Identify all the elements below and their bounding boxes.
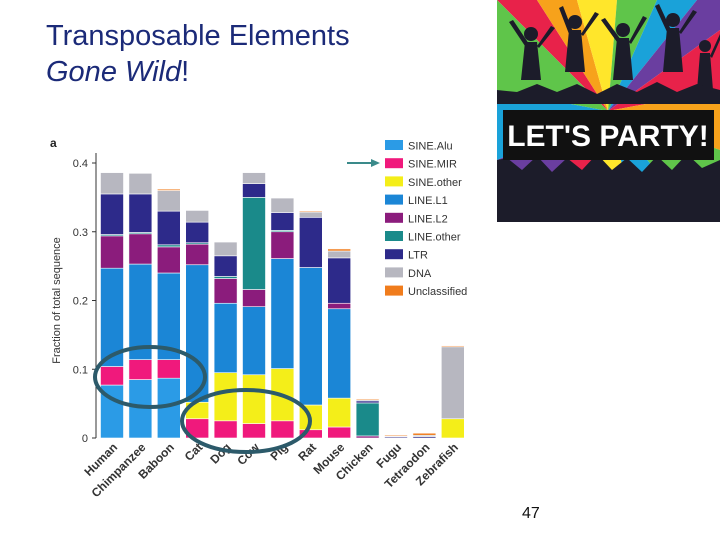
bar-segment-line-other: [213, 276, 238, 279]
panel-label: a: [50, 136, 57, 150]
bar-segment-unclassified: [157, 188, 181, 191]
legend-label: LINE.other: [408, 232, 461, 244]
bar-segment-line-l2: [128, 233, 153, 265]
dancer-silhouettes: [497, 4, 720, 222]
bar-segment-unclassified: [440, 345, 465, 348]
legend-swatch: [385, 249, 403, 260]
slide-title: Transposable Elements Gone Wild!: [46, 18, 350, 90]
bar-segment-line-l2: [355, 435, 380, 439]
arrow-head-icon: [371, 159, 380, 167]
bar-segment-sine-other: [242, 374, 266, 424]
bar-segment-sine-other: [213, 372, 238, 422]
bar-segment-line-l2: [213, 278, 238, 304]
bar-segment-dna: [185, 210, 209, 223]
legend-swatch: [385, 176, 403, 187]
bar-segment-sine-mir: [270, 420, 295, 439]
bar-segment-ltr: [327, 257, 352, 304]
bar-segment-sine-other: [327, 397, 352, 428]
bar-segment-line-l1: [213, 302, 238, 373]
legend-swatch: [385, 285, 403, 296]
bar-segment-sine-mir: [157, 359, 181, 379]
legend-label: LINE.L1: [408, 195, 448, 207]
banner-text: LET'S PARTY!: [507, 120, 709, 153]
bar-segment-dna: [128, 173, 153, 195]
bar-segment-line-other: [242, 197, 266, 290]
y-tick-label: 0: [82, 433, 88, 445]
bar-segment-line-other: [355, 402, 380, 437]
bar-segment-line-l1: [270, 258, 295, 369]
legend-swatch: [385, 194, 403, 205]
legend-label: SINE.MIR: [408, 159, 457, 171]
bar-segment-line-l1: [298, 267, 323, 406]
bar-segment-line-l1: [327, 308, 352, 399]
bar-segment-sine-mir: [100, 366, 124, 386]
slide-title-line2: Gone Wild!: [46, 54, 350, 90]
y-tick-label: 0.3: [73, 227, 88, 239]
bar-segment-sine-other: [440, 418, 465, 439]
bar-segment-ltr: [128, 193, 153, 233]
bar-segment-dna: [100, 172, 124, 195]
bar-segment-unclassified: [327, 248, 352, 252]
legend-swatch: [385, 231, 403, 241]
bar-segment-dna: [298, 211, 323, 218]
bar-segment-sine-mir: [213, 420, 238, 439]
legend-swatch: [385, 140, 403, 150]
bar-segment-ltr: [213, 255, 238, 277]
bar-segment-dna: [242, 172, 266, 184]
x-tick-label: Rat: [295, 440, 319, 464]
bar-segment-line-l1: [242, 306, 266, 376]
bar-segment-line-l2: [327, 302, 352, 310]
bar-segment-sine-mir: [242, 423, 266, 439]
bar-segment-dna: [157, 190, 181, 212]
bar-segment-ltr: [185, 221, 209, 244]
legend-label: DNA: [408, 268, 432, 280]
bar-segment-line-l2: [185, 243, 209, 266]
bar-segment-ltr: [242, 183, 266, 198]
slide-title-suffix: !: [181, 56, 190, 88]
bar-segment-dna: [213, 241, 238, 257]
x-tick-label: Dog: [207, 440, 233, 466]
party-image: LET'S PARTY!: [497, 0, 720, 222]
bar-segment-unclassified: [384, 434, 408, 437]
legend-label: LINE.L2: [408, 213, 448, 225]
bar-segment-line-l2: [100, 235, 124, 269]
bar-segment-dna: [440, 346, 465, 420]
bar-segment-line-l2: [242, 289, 266, 307]
stacked-bar-chart: a 0 0.1 0.2 0.3 0.4 Fraction of total sequence…: [50, 136, 467, 500]
y-axis-label: Fraction of total sequence: [51, 237, 63, 364]
party-illustration: LET'S PARTY!: [497, 0, 720, 222]
bar-segment-unclassified: [412, 432, 437, 436]
y-tick-label: 0.4: [73, 158, 88, 170]
y-tick-label: 0.2: [73, 296, 88, 308]
page-number: 47: [522, 505, 540, 522]
bar-segment-ltr: [355, 400, 380, 404]
bar-segment-dna: [270, 197, 295, 213]
slide-title-italic: Gone Wild: [46, 56, 182, 88]
bar-segment-unclassified: [355, 398, 380, 401]
legend-swatch: [385, 267, 403, 278]
y-tick-label: 0.1: [73, 364, 88, 376]
bar-segment-line-other: [157, 244, 181, 248]
bar-segment-unclassified: [298, 210, 323, 213]
highlight-circle-mammals: [180, 388, 312, 454]
banner-background: [503, 110, 714, 160]
legend-label: SINE.Alu: [408, 141, 453, 153]
legend-swatch: [385, 212, 403, 223]
bar-segment-line-l2: [270, 231, 295, 259]
legend-label: LTR: [408, 250, 428, 262]
bar-segment-line-l2: [157, 246, 181, 274]
bar-segment-sine-mir: [128, 359, 153, 380]
slide-title-line1: Transposable Elements: [46, 20, 350, 52]
bar-segment-sine-mir: [327, 426, 352, 439]
legend-label: Unclassified: [408, 286, 467, 298]
bar-segment-ltr: [298, 217, 323, 268]
bar-segment-ltr: [270, 212, 295, 231]
highlight-circle-primates: [93, 345, 207, 409]
legend-swatch: [385, 158, 403, 169]
legend-label: SINE.other: [408, 177, 462, 189]
bar-segment-ltr: [100, 193, 124, 235]
bar-segment-dna: [327, 250, 352, 259]
bar-segment-ltr: [157, 210, 181, 246]
